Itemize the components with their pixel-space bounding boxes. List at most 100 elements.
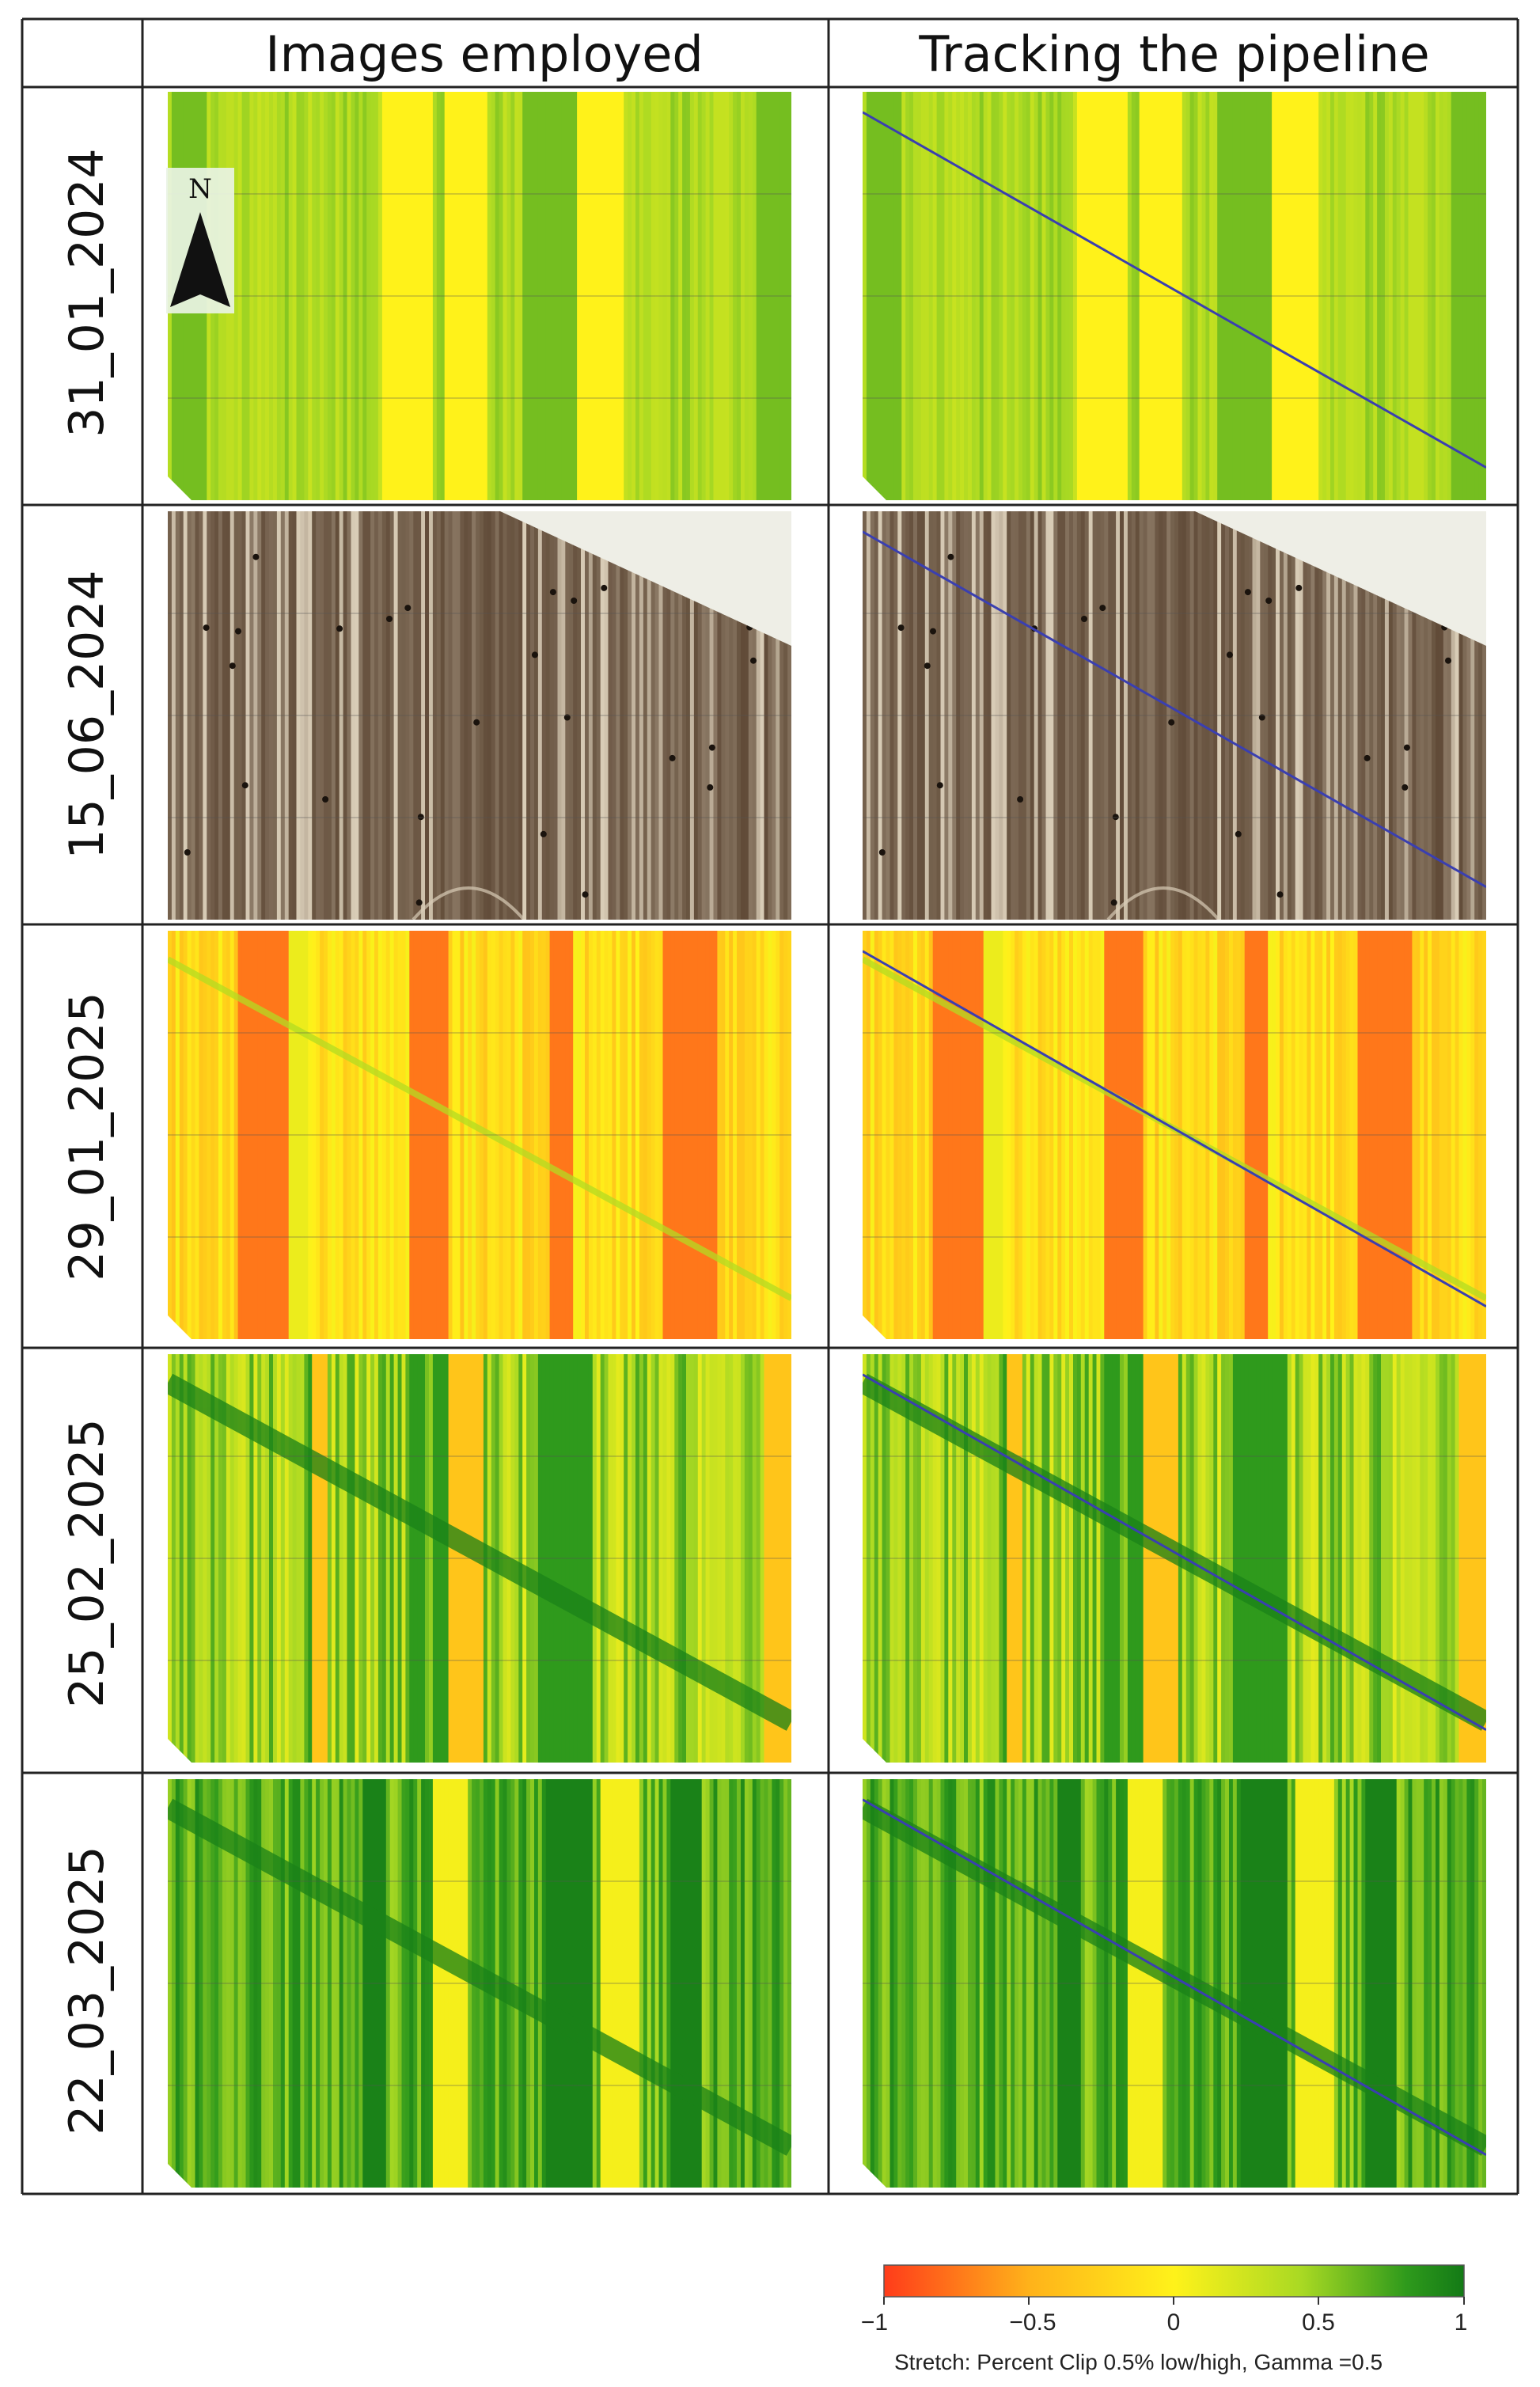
- raster-stripe: [320, 1354, 324, 1763]
- plant-dot: [1235, 830, 1242, 837]
- raster-stripe: [413, 1354, 418, 1763]
- raster-stripe: [717, 931, 722, 1339]
- raster-stripe: [1287, 511, 1292, 920]
- raster-stripe: [670, 1354, 675, 1763]
- raster-stripe: [748, 1354, 753, 1763]
- raster-stripe: [909, 1354, 914, 1763]
- raster-stripe: [261, 931, 266, 1339]
- raster-stripe: [1330, 92, 1335, 500]
- raster-stripe: [600, 511, 605, 920]
- raster-stripe: [460, 1779, 465, 2188]
- raster-stripe: [506, 931, 511, 1339]
- raster-stripe: [1193, 92, 1199, 500]
- pipeline-line: [863, 530, 1486, 889]
- raster-stripe: [932, 931, 938, 1339]
- raster-stripe: [1041, 92, 1046, 500]
- raster-stripe: [585, 1779, 590, 2188]
- raster-stripe: [635, 1779, 640, 2188]
- raster-stripe: [1221, 1354, 1226, 1763]
- raster-stripe: [1436, 511, 1440, 920]
- raster-stripe: [1432, 931, 1436, 1339]
- raster-stripe: [1092, 1354, 1098, 1763]
- raster-stripe: [1381, 1779, 1386, 2188]
- raster-stripe: [1143, 1779, 1148, 2188]
- raster-stripe: [886, 511, 890, 920]
- raster-stripe: [405, 92, 410, 500]
- raster-stripe: [1384, 1354, 1390, 1763]
- raster-stripe: [292, 1354, 298, 1763]
- pipeline-image: [863, 1354, 1486, 1763]
- raster-stripe: [1015, 1779, 1019, 2188]
- raster-stripe: [269, 931, 274, 1339]
- raster-stripe: [1330, 931, 1335, 1339]
- raster-stripe: [1120, 1779, 1125, 2188]
- raster-stripe: [199, 1779, 203, 2188]
- raster-stripe: [284, 511, 290, 920]
- raster-stripe: [413, 931, 418, 1339]
- raster-stripe: [1396, 92, 1402, 500]
- raster-stripe: [1388, 92, 1394, 500]
- raster-stripe: [608, 511, 613, 920]
- raster-stripe: [222, 511, 227, 920]
- raster-stripe: [1455, 1354, 1460, 1763]
- raster-stripe: [377, 1354, 383, 1763]
- pipeline-image: [863, 511, 1486, 920]
- raster-stripe: [480, 931, 484, 1339]
- raster-stripe: [1412, 511, 1417, 920]
- raster-stripe: [1096, 1779, 1101, 2188]
- raster-stripe: [1287, 1779, 1292, 2188]
- raster-stripe: [624, 931, 628, 1339]
- raster-stripe: [269, 511, 274, 920]
- raster-stripe: [273, 1354, 278, 1763]
- raster-stripe: [1217, 931, 1222, 1339]
- raster-stripe: [686, 92, 691, 500]
- raster-stripe: [1357, 511, 1362, 920]
- raster-stripe: [518, 931, 523, 1339]
- raster-stripe: [1369, 92, 1374, 500]
- raster-stripe: [1478, 931, 1483, 1339]
- raster-stripe: [1163, 931, 1167, 1339]
- raster-stripe: [995, 1779, 999, 2188]
- raster-stripe: [713, 511, 718, 920]
- raster-stripe: [917, 1779, 922, 2188]
- raster-stripe: [503, 931, 507, 1339]
- raster-stripe: [1229, 1354, 1234, 1763]
- raster-stripe: [324, 931, 328, 1339]
- raster-stripe: [1037, 1354, 1043, 1763]
- raster-stripe: [1124, 511, 1128, 920]
- raster-stripe: [405, 511, 410, 920]
- raster-stripe: [1283, 92, 1288, 500]
- raster-stripe: [787, 931, 791, 1339]
- raster-stripe: [1436, 931, 1440, 1339]
- raster-stripe: [1314, 1354, 1319, 1763]
- raster-stripe: [245, 92, 250, 500]
- raster-stripe: [713, 1779, 718, 2188]
- raster-stripe: [432, 511, 438, 920]
- raster-stripe: [1322, 1354, 1327, 1763]
- raster-stripe: [1026, 931, 1031, 1339]
- raster-stripe: [1268, 931, 1273, 1339]
- raster-stripe: [999, 931, 1003, 1339]
- raster-stripe: [1232, 92, 1238, 500]
- raster-stripe: [733, 92, 738, 500]
- raster-stripe: [257, 92, 262, 500]
- raster-stripe: [874, 511, 879, 920]
- raster-stripe: [1439, 92, 1444, 500]
- raster-stripe: [316, 1779, 321, 2188]
- raster-stripe: [436, 511, 442, 920]
- raster-stripe: [612, 92, 616, 500]
- raster-stripe: [327, 1779, 332, 2188]
- raster-stripe: [397, 1354, 403, 1763]
- plant-dot: [322, 796, 329, 803]
- raster-stripe: [526, 1354, 531, 1763]
- raster-stripe: [764, 1354, 768, 1763]
- raster-stripe: [226, 1779, 231, 2188]
- plant-dot: [1226, 651, 1233, 658]
- tractor-track: [1106, 886, 1220, 920]
- raster-stripe: [760, 1779, 765, 2188]
- raster-stripe: [226, 511, 231, 920]
- raster-stripe: [464, 1354, 468, 1763]
- raster-stripe: [1404, 92, 1409, 500]
- raster-stripe: [316, 1354, 321, 1763]
- diagonal-band: [168, 956, 791, 1301]
